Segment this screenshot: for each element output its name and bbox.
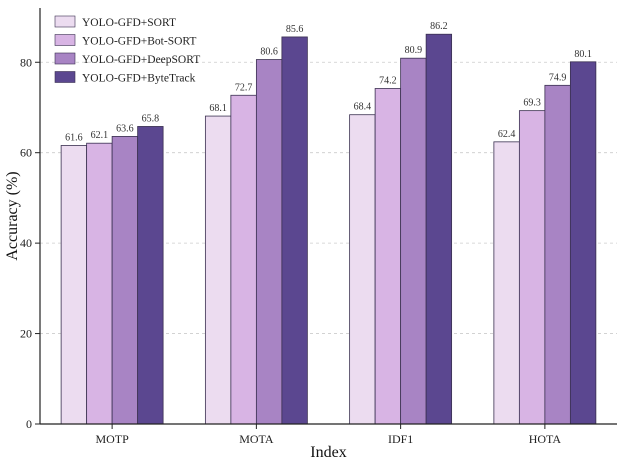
legend-label: YOLO-GFD+DeepSORT — [82, 54, 200, 66]
data-label: 80.1 — [574, 49, 592, 60]
data-label: 74.2 — [379, 75, 397, 86]
data-labels: 61.6 62.1 63.6 65.8 68.1 72.7 80.6 85.6 68.4 74.2… — [65, 21, 592, 143]
bar — [60, 145, 88, 425]
bar — [518, 110, 546, 425]
bar — [493, 141, 520, 425]
bar — [349, 114, 376, 425]
bars — [60, 33, 597, 425]
bar — [544, 84, 571, 425]
y-tick-label: 40 — [20, 236, 32, 250]
y-tick-label: 60 — [20, 146, 32, 160]
y-tick-label: 80 — [20, 55, 32, 69]
y-axis-title: Accuracy (%) — [4, 171, 21, 260]
data-label: 63.6 — [116, 123, 134, 134]
x-tick-label: HOTA — [529, 432, 562, 446]
data-label: 86.2 — [430, 21, 448, 32]
y-tick-label: 0 — [26, 417, 32, 431]
bar — [425, 33, 453, 425]
bar — [400, 57, 427, 425]
bar — [137, 126, 164, 425]
x-axis-title: Index — [310, 444, 346, 461]
data-label: 74.9 — [549, 72, 567, 83]
data-label: 80.6 — [260, 47, 278, 58]
y-tick-label: 20 — [20, 327, 32, 341]
x-tick-label: MOTP — [95, 432, 129, 446]
data-label: 68.4 — [354, 102, 372, 113]
legend-label: YOLO-GFD+ByteTrack — [82, 73, 196, 85]
data-label: 65.8 — [142, 113, 160, 124]
data-label: 62.1 — [91, 130, 109, 141]
legend-label: YOLO-GFD+Bot-SORT — [82, 36, 196, 48]
bar — [255, 59, 283, 425]
bar — [111, 136, 139, 425]
x-tick-label: IDF1 — [388, 432, 413, 446]
bar — [569, 61, 597, 425]
data-label: 68.1 — [209, 103, 227, 114]
bar — [204, 115, 232, 425]
legend-swatch — [54, 34, 76, 46]
data-label: 61.6 — [65, 132, 83, 143]
data-label: 62.4 — [498, 129, 516, 140]
data-label: 69.3 — [523, 98, 541, 109]
axes: MOTP MOTA IDF1 HOTA 0 20 40 60 80 — [20, 8, 617, 446]
data-label: 80.9 — [405, 45, 423, 56]
legend-swatch — [54, 71, 76, 83]
bar — [230, 94, 257, 425]
data-label: 72.7 — [235, 82, 253, 93]
bar — [86, 142, 113, 425]
bar — [281, 36, 308, 425]
legend-label: YOLO-GFD+SORT — [82, 17, 176, 29]
legend: YOLO-GFD+SORT YOLO-GFD+Bot-SORT YOLO-GFD+D… — [54, 15, 200, 85]
x-tick-label: MOTA — [239, 432, 274, 446]
legend-swatch — [54, 15, 76, 28]
legend-swatch — [54, 52, 76, 65]
data-label: 85.6 — [286, 24, 304, 35]
bar — [374, 88, 402, 425]
